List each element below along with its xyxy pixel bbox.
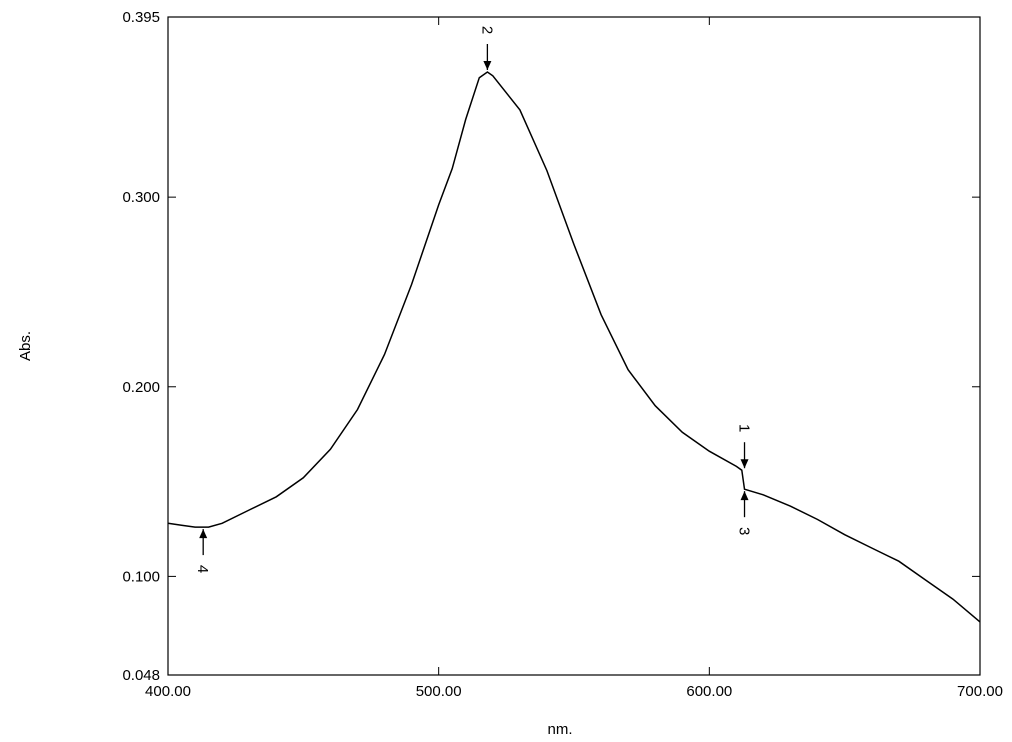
annotation-arrowhead bbox=[199, 529, 208, 539]
annotation-label: 4 bbox=[194, 565, 211, 573]
x-tick-label: 600.00 bbox=[686, 683, 732, 700]
x-tick-label: 400.00 bbox=[145, 683, 191, 700]
annotation-label: 2 bbox=[478, 26, 495, 34]
x-axis-label: nm. bbox=[547, 721, 572, 738]
x-tick-label: 700.00 bbox=[957, 683, 1003, 700]
y-axis-label: Abs. bbox=[17, 331, 34, 361]
plot-frame bbox=[167, 16, 981, 676]
spectrum-line bbox=[167, 71, 981, 623]
y-tick-label: 0.048 bbox=[122, 667, 160, 684]
y-tick-label: 0.300 bbox=[122, 189, 160, 206]
x-tick-label: 500.00 bbox=[416, 683, 462, 700]
annotation-label: 3 bbox=[736, 527, 753, 535]
y-tick-label: 0.100 bbox=[122, 568, 160, 585]
annotation-arrowhead bbox=[483, 60, 492, 70]
y-tick-label: 0.395 bbox=[122, 9, 160, 26]
y-tick-label: 0.200 bbox=[122, 379, 160, 396]
annotation-arrowhead bbox=[740, 491, 749, 501]
annotation-arrowhead bbox=[740, 459, 749, 469]
annotation-label: 1 bbox=[736, 424, 753, 432]
